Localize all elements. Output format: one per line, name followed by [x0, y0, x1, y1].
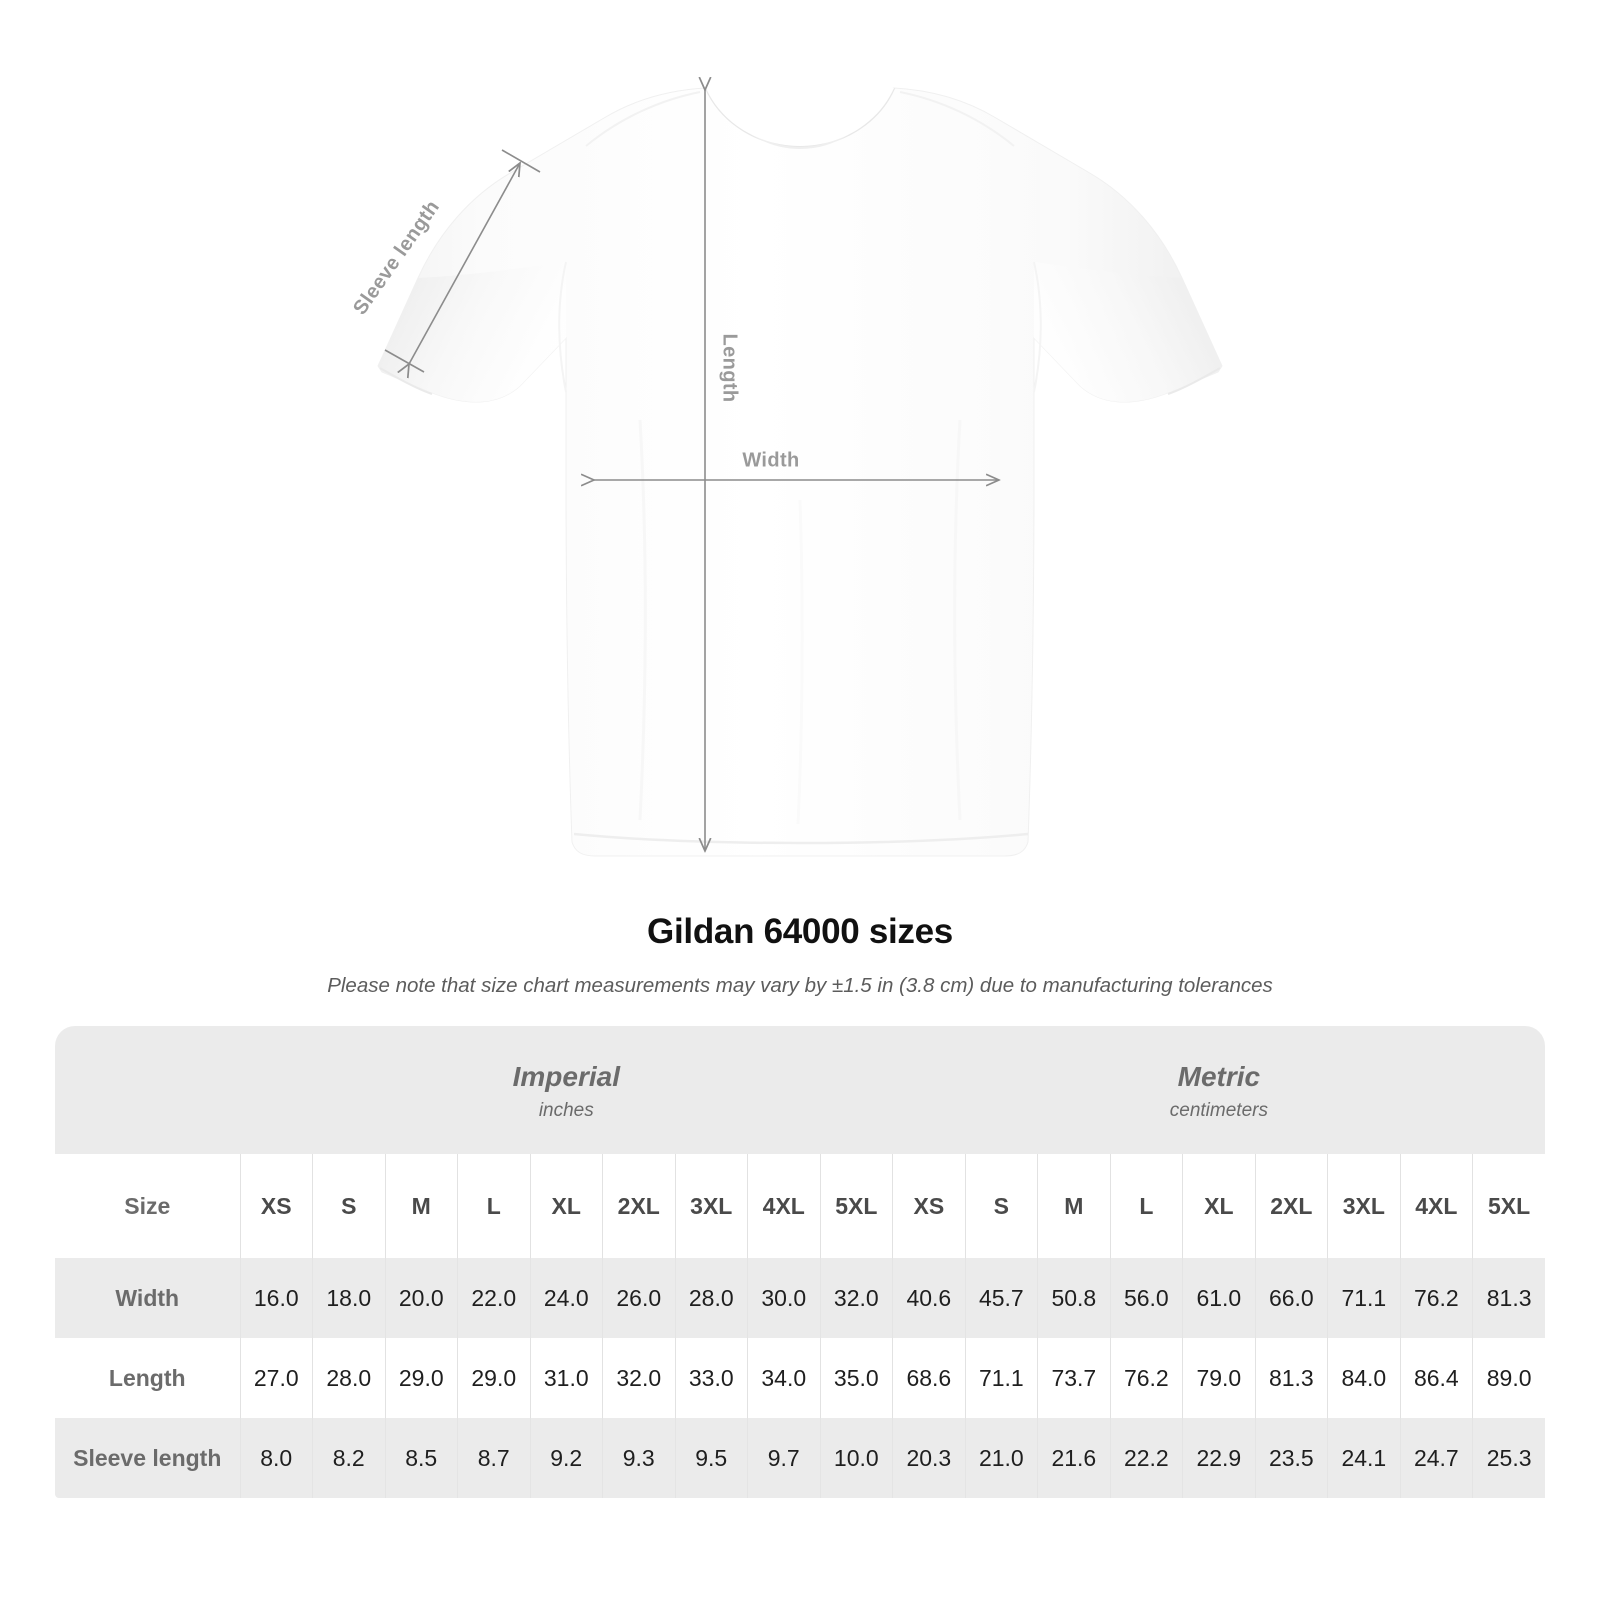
cell-sleeve-imperial-4xl: 9.7	[747, 1418, 820, 1498]
cell-width-metric-xl: 61.0	[1182, 1258, 1256, 1338]
cell-sleeve-imperial-s: 8.2	[312, 1418, 385, 1498]
cell-width-imperial-l: 22.0	[457, 1258, 530, 1338]
row-label-length: Length	[55, 1338, 240, 1418]
size-col-imperial-xl: XL	[529, 1154, 603, 1258]
row-label-sleeve-length: Sleeve length	[55, 1418, 240, 1498]
cell-width-imperial-5xl: 32.0	[819, 1258, 893, 1338]
table-row-length: Length 27.0 28.0 29.0 29.0 31.0 32.0 33.…	[55, 1338, 1546, 1418]
size-col-metric-2xl: 2XL	[1254, 1154, 1328, 1258]
cell-sleeve-metric-4xl: 24.7	[1399, 1418, 1473, 1498]
cell-width-imperial-3xl: 28.0	[674, 1258, 748, 1338]
cell-sleeve-metric-2xl: 23.5	[1254, 1418, 1328, 1498]
length-label: Length	[718, 333, 741, 403]
cell-length-metric-4xl: 86.4	[1399, 1338, 1473, 1418]
size-col-imperial-l: L	[457, 1154, 530, 1258]
cell-sleeve-metric-3xl: 24.1	[1327, 1418, 1401, 1498]
size-col-metric-5xl: 5XL	[1472, 1154, 1546, 1258]
tshirt-body-shape	[377, 80, 1223, 857]
cell-sleeve-imperial-l: 8.7	[457, 1418, 530, 1498]
cell-sleeve-imperial-5xl: 10.0	[819, 1418, 893, 1498]
cell-width-metric-5xl: 81.3	[1472, 1258, 1546, 1338]
cell-length-imperial-l: 29.0	[457, 1338, 530, 1418]
unit-name-metric: Metric	[1177, 1060, 1261, 1092]
cell-width-imperial-xl: 24.0	[529, 1258, 603, 1338]
cell-sleeve-imperial-xl: 9.2	[529, 1418, 603, 1498]
cell-width-imperial-xs: 16.0	[239, 1258, 313, 1338]
cell-width-metric-s: 45.7	[964, 1258, 1038, 1338]
unit-name-imperial: Imperial	[512, 1060, 620, 1092]
size-col-metric-xl: XL	[1182, 1154, 1256, 1258]
size-col-imperial-5xl: 5XL	[819, 1154, 893, 1258]
unit-group-metric: Metric centimeters	[892, 1026, 1546, 1154]
cell-width-metric-m: 50.8	[1037, 1258, 1111, 1338]
cell-sleeve-metric-xs: 20.3	[892, 1418, 966, 1498]
size-col-imperial-s: S	[312, 1154, 385, 1258]
cell-width-metric-3xl: 71.1	[1327, 1258, 1401, 1338]
width-label: Width	[742, 449, 800, 472]
size-col-metric-l: L	[1109, 1154, 1183, 1258]
tolerance-note: Please note that size chart measurements…	[327, 974, 1273, 997]
table-row-width: Width 16.0 18.0 20.0 22.0 24.0 26.0 28.0…	[55, 1258, 1546, 1338]
cell-length-imperial-5xl: 35.0	[819, 1338, 893, 1418]
cell-sleeve-metric-xl: 22.9	[1182, 1418, 1256, 1498]
cell-length-imperial-m: 29.0	[384, 1338, 458, 1418]
cell-length-imperial-xs: 27.0	[239, 1338, 313, 1418]
size-col-metric-3xl: 3XL	[1327, 1154, 1401, 1258]
cell-width-metric-4xl: 76.2	[1399, 1258, 1473, 1338]
tshirt-illustration	[377, 0, 1223, 857]
unit-group-imperial: Imperial inches	[240, 1026, 893, 1154]
cell-width-imperial-4xl: 30.0	[747, 1258, 820, 1338]
size-col-imperial-2xl: 2XL	[602, 1154, 675, 1258]
size-col-metric-xs: XS	[892, 1154, 966, 1258]
cell-sleeve-imperial-3xl: 9.5	[674, 1418, 748, 1498]
cell-length-imperial-3xl: 33.0	[674, 1338, 748, 1418]
unit-banner-row: Imperial inches Metric centimeters	[55, 1026, 1546, 1154]
size-col-metric-s: S	[964, 1154, 1038, 1258]
cell-length-metric-xs: 68.6	[892, 1338, 966, 1418]
cell-width-imperial-m: 20.0	[384, 1258, 458, 1338]
size-col-imperial-m: M	[384, 1154, 458, 1258]
tshirt-diagram: Sleeve length Length Width	[349, 0, 1223, 857]
sleeve-length-dimension-arrow	[384, 149, 541, 372]
page-title: Gildan 64000 sizes	[647, 912, 953, 951]
cell-sleeve-imperial-2xl: 9.3	[602, 1418, 675, 1498]
cell-length-metric-s: 71.1	[964, 1338, 1038, 1418]
cell-width-metric-xs: 40.6	[892, 1258, 966, 1338]
cell-length-imperial-2xl: 32.0	[602, 1338, 675, 1418]
cell-sleeve-metric-l: 22.2	[1109, 1418, 1183, 1498]
cell-length-metric-l: 76.2	[1109, 1338, 1183, 1418]
cell-length-imperial-4xl: 34.0	[747, 1338, 820, 1418]
cell-sleeve-metric-s: 21.0	[964, 1418, 1038, 1498]
cell-length-imperial-xl: 31.0	[529, 1338, 603, 1418]
cell-sleeve-imperial-m: 8.5	[384, 1418, 458, 1498]
table-row-sleeve-length: Sleeve length 8.0 8.2 8.5 8.7 9.2 9.3 9.…	[55, 1418, 1546, 1498]
cell-length-metric-3xl: 84.0	[1327, 1338, 1401, 1418]
size-header-row: Size XS S M L XL 2XL 3XL 4XL 5XL XS S M …	[55, 1154, 1546, 1258]
size-col-metric-4xl: 4XL	[1399, 1154, 1473, 1258]
cell-width-metric-l: 56.0	[1109, 1258, 1183, 1338]
unit-sub-metric: centimeters	[1169, 1099, 1268, 1121]
cell-length-metric-m: 73.7	[1037, 1338, 1111, 1418]
cell-length-metric-2xl: 81.3	[1254, 1338, 1328, 1418]
size-col-imperial-3xl: 3XL	[674, 1154, 748, 1258]
cell-sleeve-imperial-xs: 8.0	[239, 1418, 313, 1498]
cell-length-imperial-s: 28.0	[312, 1338, 385, 1418]
cell-length-metric-xl: 79.0	[1182, 1338, 1256, 1418]
row-label-width: Width	[55, 1258, 240, 1338]
unit-banner-spacer	[55, 1026, 240, 1154]
size-col-imperial-xs: XS	[239, 1154, 313, 1258]
unit-sub-imperial: inches	[538, 1099, 594, 1121]
cell-width-imperial-2xl: 26.0	[602, 1258, 675, 1338]
cell-length-metric-5xl: 89.0	[1472, 1338, 1546, 1418]
cell-sleeve-metric-5xl: 25.3	[1472, 1418, 1546, 1498]
size-chart-table: Imperial inches Metric centimeters Size …	[55, 1026, 1546, 1498]
title-block: Gildan 64000 sizes Please note that size…	[0, 912, 1600, 998]
cell-width-metric-2xl: 66.0	[1254, 1258, 1328, 1338]
size-col-imperial-4xl: 4XL	[747, 1154, 820, 1258]
cell-sleeve-metric-m: 21.6	[1037, 1418, 1111, 1498]
size-col-metric-m: M	[1037, 1154, 1111, 1258]
cell-width-imperial-s: 18.0	[312, 1258, 385, 1338]
size-header-label: Size	[55, 1154, 240, 1258]
